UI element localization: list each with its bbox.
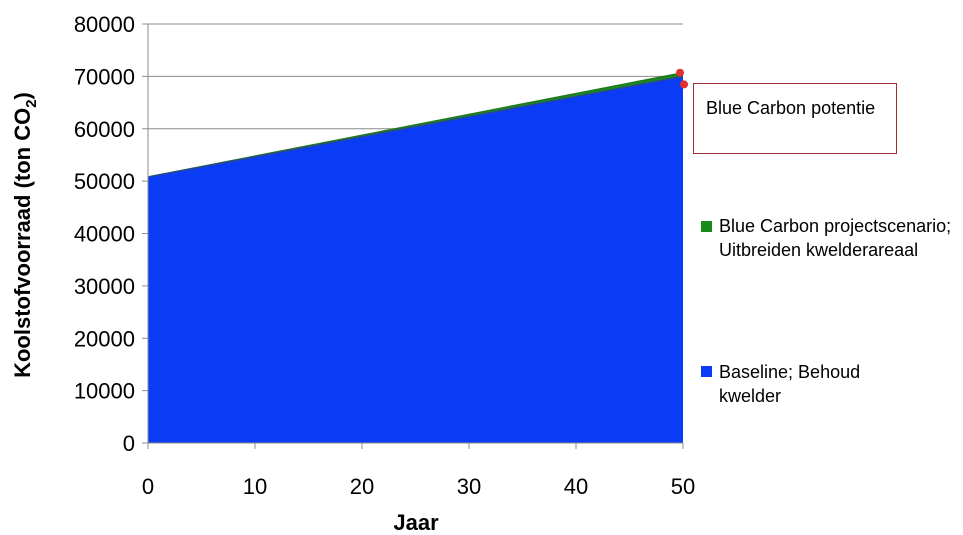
y-axis-title-end: ) bbox=[10, 92, 35, 99]
potential-marker-bottom bbox=[680, 80, 688, 89]
y-axis-title-subscript: 2 bbox=[23, 99, 40, 107]
y-tick-label-10000: 10000 bbox=[74, 379, 135, 404]
axes bbox=[142, 23, 684, 449]
y-tick-label-40000: 40000 bbox=[74, 222, 135, 247]
y-tick-label-70000: 70000 bbox=[74, 64, 135, 89]
x-tick-label-40: 40 bbox=[564, 474, 588, 499]
x-axis-title: Jaar bbox=[393, 510, 439, 535]
x-tick-label-30: 30 bbox=[457, 474, 481, 499]
y-tick-label-0: 0 bbox=[123, 431, 135, 456]
y-tick-label-30000: 30000 bbox=[74, 274, 135, 299]
annotation-markers bbox=[676, 68, 688, 89]
legend-label-project: Blue Carbon projectscenario; Uitbreiden … bbox=[719, 216, 952, 260]
line-series-0 bbox=[147, 75, 684, 178]
area-series-0 bbox=[148, 76, 683, 443]
legend-label-baseline: Baseline; Behoud kwelder bbox=[719, 362, 861, 406]
x-tick-label-50: 50 bbox=[671, 474, 695, 499]
legend-swatch-baseline bbox=[701, 366, 712, 377]
y-tick-label-50000: 50000 bbox=[74, 169, 135, 194]
y-tick-label-60000: 60000 bbox=[74, 117, 135, 142]
series-areas bbox=[147, 71, 684, 444]
tick-labels: 0 10000 20000 30000 40000 50000 60000 70000 8000… bbox=[74, 12, 695, 499]
x-tick-label-20: 20 bbox=[350, 474, 374, 499]
x-tick-label-10: 10 bbox=[243, 474, 267, 499]
y-tick-label-80000: 80000 bbox=[74, 12, 135, 37]
y-tick-label-20000: 20000 bbox=[74, 326, 135, 351]
y-axis-title-main: Koolstofvoorraad (ton CO bbox=[10, 108, 35, 378]
x-tick-label-0: 0 bbox=[142, 474, 154, 499]
annotation-box: Blue Carbon potentie bbox=[693, 83, 897, 154]
legend-swatch-project bbox=[701, 221, 712, 232]
y-axis-title: Koolstofvoorraad (ton CO2) bbox=[10, 92, 40, 378]
potential-marker-top bbox=[676, 68, 684, 77]
annotation-text: Blue Carbon potentie bbox=[706, 98, 876, 118]
